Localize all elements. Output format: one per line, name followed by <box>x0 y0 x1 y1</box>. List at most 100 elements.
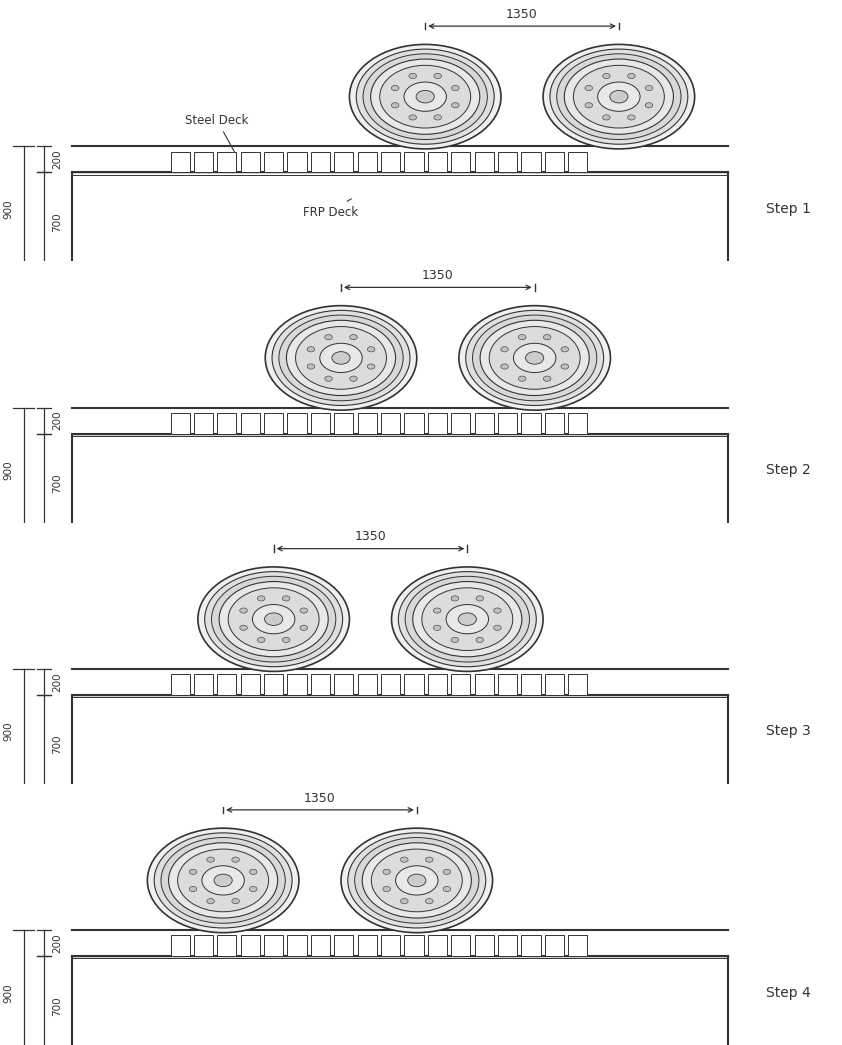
Bar <box>217 152 237 172</box>
Ellipse shape <box>363 53 488 140</box>
Ellipse shape <box>392 86 399 91</box>
Ellipse shape <box>401 857 408 862</box>
Ellipse shape <box>396 865 438 895</box>
Ellipse shape <box>543 334 551 340</box>
Bar <box>264 413 283 434</box>
Ellipse shape <box>627 73 635 78</box>
Ellipse shape <box>425 899 433 904</box>
Bar <box>404 413 424 434</box>
Text: Step 1: Step 1 <box>766 202 811 216</box>
Ellipse shape <box>258 637 265 643</box>
Bar <box>568 152 588 172</box>
Ellipse shape <box>525 351 544 365</box>
Ellipse shape <box>392 102 399 108</box>
Text: Steel Deck: Steel Deck <box>185 114 248 152</box>
Ellipse shape <box>349 376 357 381</box>
Bar <box>72 434 728 533</box>
Ellipse shape <box>272 310 410 405</box>
Bar <box>334 152 354 172</box>
Ellipse shape <box>480 320 589 396</box>
Bar <box>311 674 330 695</box>
Bar <box>521 413 541 434</box>
Ellipse shape <box>198 566 349 672</box>
Ellipse shape <box>325 334 333 340</box>
Bar <box>217 413 237 434</box>
Text: 700: 700 <box>52 473 62 493</box>
Text: 1350: 1350 <box>422 270 454 282</box>
Ellipse shape <box>240 608 248 613</box>
Ellipse shape <box>189 886 197 891</box>
Ellipse shape <box>476 637 483 643</box>
Bar <box>217 935 237 956</box>
Bar <box>475 935 493 956</box>
Bar <box>545 152 564 172</box>
Bar <box>171 935 189 956</box>
Ellipse shape <box>519 376 526 381</box>
Bar <box>194 935 213 956</box>
Ellipse shape <box>307 364 315 369</box>
Ellipse shape <box>550 49 688 144</box>
Ellipse shape <box>472 316 597 401</box>
Ellipse shape <box>413 581 522 657</box>
Bar <box>498 152 517 172</box>
Ellipse shape <box>349 334 357 340</box>
Bar <box>334 413 354 434</box>
Bar <box>404 152 424 172</box>
Ellipse shape <box>451 102 459 108</box>
Ellipse shape <box>214 874 232 886</box>
Ellipse shape <box>380 65 471 129</box>
Ellipse shape <box>370 59 480 134</box>
Text: 900: 900 <box>3 461 13 480</box>
Bar <box>241 413 260 434</box>
Bar <box>264 674 283 695</box>
Text: 200: 200 <box>52 411 62 431</box>
Ellipse shape <box>543 44 695 148</box>
Text: 900: 900 <box>3 722 13 741</box>
Bar <box>381 935 400 956</box>
Text: 1350: 1350 <box>506 8 538 21</box>
Bar <box>241 674 260 695</box>
Bar <box>521 935 541 956</box>
Ellipse shape <box>493 608 501 613</box>
Ellipse shape <box>249 886 257 891</box>
Ellipse shape <box>434 625 441 630</box>
Bar <box>475 413 493 434</box>
Ellipse shape <box>585 86 593 91</box>
Ellipse shape <box>265 305 417 410</box>
Bar <box>358 674 377 695</box>
Ellipse shape <box>296 326 386 390</box>
Ellipse shape <box>398 572 536 667</box>
Text: 1350: 1350 <box>354 531 386 543</box>
Bar <box>72 956 728 1045</box>
Ellipse shape <box>205 572 343 667</box>
Ellipse shape <box>459 305 610 410</box>
Ellipse shape <box>564 59 674 134</box>
Ellipse shape <box>434 115 441 120</box>
Ellipse shape <box>207 857 215 862</box>
Text: FRP Deck: FRP Deck <box>303 199 358 218</box>
Bar <box>428 935 447 956</box>
Ellipse shape <box>446 604 488 633</box>
Bar <box>428 152 447 172</box>
Bar <box>498 413 517 434</box>
Bar <box>194 674 213 695</box>
Bar <box>334 674 354 695</box>
Text: 900: 900 <box>3 200 13 218</box>
Bar <box>287 413 306 434</box>
Ellipse shape <box>434 608 441 613</box>
Ellipse shape <box>466 310 604 405</box>
Bar <box>358 935 377 956</box>
Text: 700: 700 <box>52 212 62 232</box>
Ellipse shape <box>320 343 362 373</box>
Ellipse shape <box>178 849 269 911</box>
Bar <box>241 152 260 172</box>
Ellipse shape <box>286 320 396 396</box>
Ellipse shape <box>371 849 462 911</box>
Bar <box>545 935 564 956</box>
Bar <box>171 674 189 695</box>
Ellipse shape <box>154 833 292 928</box>
Bar <box>381 152 400 172</box>
Ellipse shape <box>603 73 610 78</box>
Ellipse shape <box>408 874 426 886</box>
Ellipse shape <box>202 865 244 895</box>
